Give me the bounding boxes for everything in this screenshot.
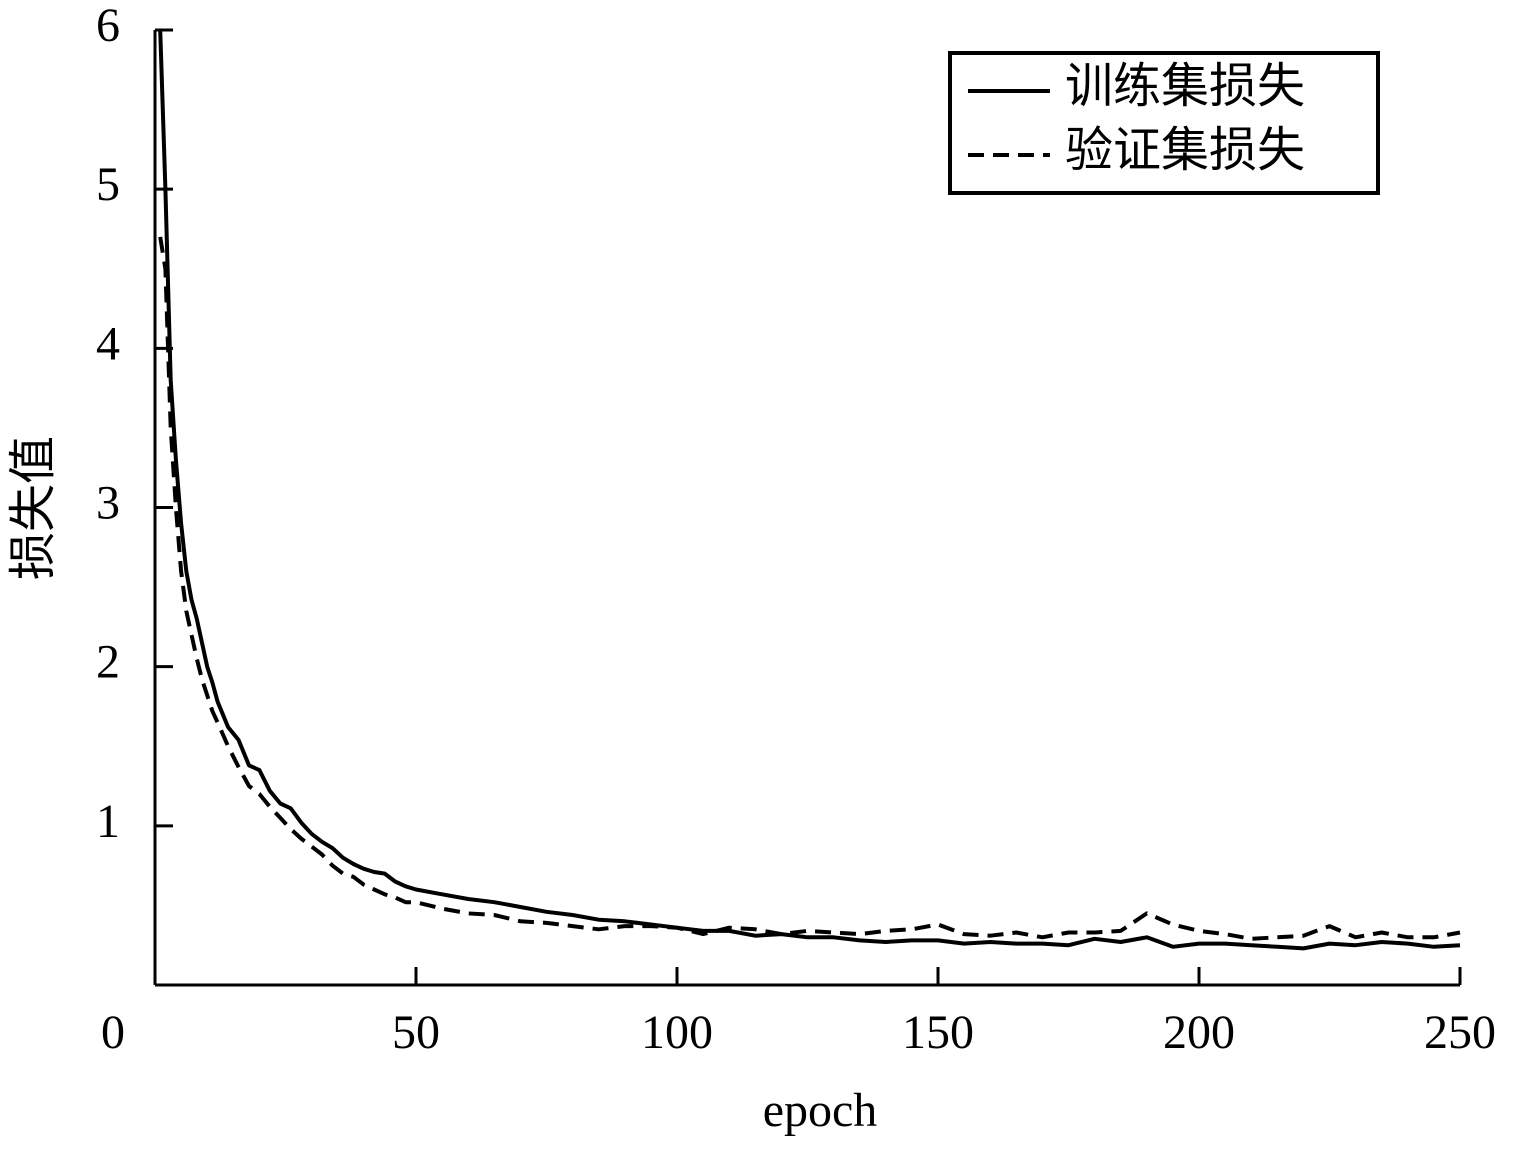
legend-label: 验证集损失 <box>1065 124 1305 177</box>
legend-label: 训练集损失 <box>1065 60 1305 113</box>
x-tick-label: 250 <box>1424 1006 1496 1059</box>
legend-box <box>948 51 1380 195</box>
line-series <box>158 236 1461 941</box>
y-tick-label: 4 <box>96 317 120 370</box>
x-tick-label: 200 <box>1163 1006 1235 1059</box>
y-tick-label: 1 <box>96 795 120 848</box>
y-tick-label: 2 <box>96 636 120 689</box>
y-tick-label: 5 <box>96 158 120 211</box>
x-axis-label: epoch <box>763 1084 878 1137</box>
x-tick-label: 0 <box>101 1006 125 1059</box>
x-tick-label: 150 <box>902 1006 974 1059</box>
y-tick-label: 6 <box>96 0 120 52</box>
x-tick-label: 50 <box>392 1006 440 1059</box>
y-axis-label: 损失值 <box>7 436 60 580</box>
x-tick-label: 100 <box>641 1006 713 1059</box>
y-tick-label: 3 <box>96 477 120 530</box>
line-series <box>158 29 1461 951</box>
